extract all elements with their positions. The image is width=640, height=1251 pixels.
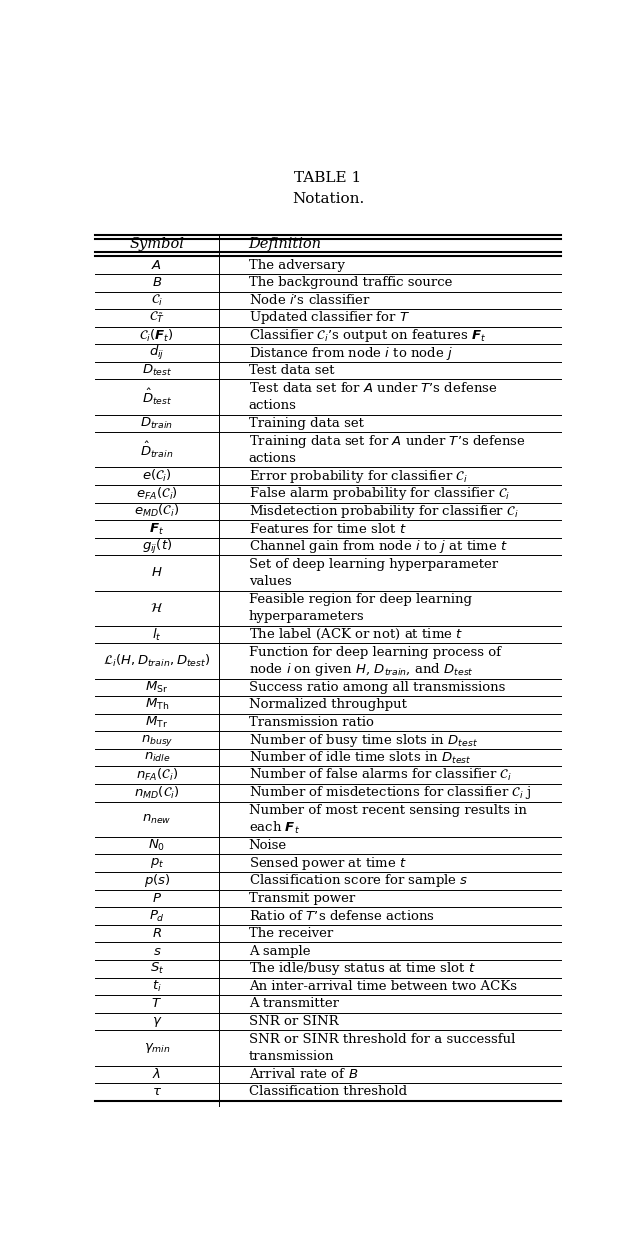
Text: Channel gain from node $i$ to $j$ at time $t$: Channel gain from node $i$ to $j$ at tim… <box>249 538 508 555</box>
Text: $\mathcal{C}_i$: $\mathcal{C}_i$ <box>151 293 163 308</box>
Text: Test data set: Test data set <box>249 364 334 378</box>
Text: Classifier $\mathcal{C}_i$’s output on features $\boldsymbol{F}_t$: Classifier $\mathcal{C}_i$’s output on f… <box>249 327 486 344</box>
Text: $H$: $H$ <box>151 567 163 579</box>
Text: actions: actions <box>249 452 296 465</box>
Text: $\mathcal{C}_{\tilde{T}}$: $\mathcal{C}_{\tilde{T}}$ <box>149 310 165 325</box>
Text: $D_{test}$: $D_{test}$ <box>141 363 172 378</box>
Text: Error probability for classifier $\mathcal{C}_i$: Error probability for classifier $\mathc… <box>249 468 467 484</box>
Text: node $i$ on given $H$, $D_{train}$, and $D_{test}$: node $i$ on given $H$, $D_{train}$, and … <box>249 662 474 678</box>
Text: TABLE 1: TABLE 1 <box>294 171 362 185</box>
Text: $P$: $P$ <box>152 892 162 904</box>
Text: Number of misdetections for classifier $\mathcal{C}_i$ j: Number of misdetections for classifier $… <box>249 784 531 802</box>
Text: Function for deep learning process of: Function for deep learning process of <box>249 646 500 658</box>
Text: Feasible region for deep learning: Feasible region for deep learning <box>249 593 472 605</box>
Text: $M_{\text{Tr}}$: $M_{\text{Tr}}$ <box>145 716 168 731</box>
Text: Number of busy time slots in $D_{test}$: Number of busy time slots in $D_{test}$ <box>249 732 477 748</box>
Text: $n_{idle}$: $n_{idle}$ <box>143 751 170 764</box>
Text: $\hat{D}_{train}$: $\hat{D}_{train}$ <box>140 439 173 460</box>
Text: $\gamma_{min}$: $\gamma_{min}$ <box>143 1041 170 1055</box>
Text: $e_{FA}(\mathcal{C}_i)$: $e_{FA}(\mathcal{C}_i)$ <box>136 485 178 502</box>
Text: The idle/busy status at time slot $t$: The idle/busy status at time slot $t$ <box>249 961 476 977</box>
Text: $s$: $s$ <box>152 945 161 958</box>
Text: $p_t$: $p_t$ <box>150 856 164 871</box>
Text: The background traffic source: The background traffic source <box>249 276 452 289</box>
Text: $e_{MD}(\mathcal{C}_i)$: $e_{MD}(\mathcal{C}_i)$ <box>134 503 180 519</box>
Text: $M_{\text{Sr}}$: $M_{\text{Sr}}$ <box>145 679 168 694</box>
Text: Notation.: Notation. <box>292 191 364 205</box>
Text: Noise: Noise <box>249 839 287 852</box>
Text: A transmitter: A transmitter <box>249 997 339 1011</box>
Text: hyperparameters: hyperparameters <box>249 610 364 623</box>
Text: Classification threshold: Classification threshold <box>249 1086 407 1098</box>
Text: $\boldsymbol{F}_t$: $\boldsymbol{F}_t$ <box>149 522 164 537</box>
Text: SNR or SINR threshold for a successful: SNR or SINR threshold for a successful <box>249 1032 515 1046</box>
Text: $A$: $A$ <box>152 259 163 271</box>
Text: $\mathcal{L}_i(H, D_{train}, D_{test})$: $\mathcal{L}_i(H, D_{train}, D_{test})$ <box>103 653 211 669</box>
Text: Features for time slot $t$: Features for time slot $t$ <box>249 522 406 535</box>
Text: Transmission ratio: Transmission ratio <box>249 716 374 729</box>
Text: $\mathcal{C}_i(\boldsymbol{F}_t)$: $\mathcal{C}_i(\boldsymbol{F}_t)$ <box>140 328 174 344</box>
Text: $\tau$: $\tau$ <box>152 1086 162 1098</box>
Text: Node $i$’s classifier: Node $i$’s classifier <box>249 293 371 308</box>
Text: $T$: $T$ <box>152 997 163 1011</box>
Text: $p(s)$: $p(s)$ <box>143 872 170 889</box>
Text: Success ratio among all transmissions: Success ratio among all transmissions <box>249 681 505 694</box>
Text: Updated classifier for $T$: Updated classifier for $T$ <box>249 309 410 327</box>
Text: Symbol: Symbol <box>129 236 184 250</box>
Text: $\gamma$: $\gamma$ <box>152 1015 162 1028</box>
Text: Training data set: Training data set <box>249 417 364 430</box>
Text: Test data set for $A$ under $T$’s defense: Test data set for $A$ under $T$’s defens… <box>249 382 497 395</box>
Text: $B$: $B$ <box>152 276 162 289</box>
Text: $S_t$: $S_t$ <box>150 961 164 976</box>
Text: $d_{ij}$: $d_{ij}$ <box>149 344 164 362</box>
Text: $e(\mathcal{C}_i)$: $e(\mathcal{C}_i)$ <box>142 468 172 484</box>
Text: $l_t$: $l_t$ <box>152 627 162 643</box>
Text: Transmit power: Transmit power <box>249 892 355 904</box>
Text: actions: actions <box>249 399 296 413</box>
Text: $\hat{D}_{test}$: $\hat{D}_{test}$ <box>141 387 172 407</box>
Text: $\lambda$: $\lambda$ <box>152 1067 161 1081</box>
Text: values: values <box>249 575 291 588</box>
Text: $n_{new}$: $n_{new}$ <box>142 813 172 826</box>
Text: Sensed power at time $t$: Sensed power at time $t$ <box>249 854 407 872</box>
Text: $P_d$: $P_d$ <box>149 908 165 923</box>
Text: Arrival rate of $B$: Arrival rate of $B$ <box>249 1067 358 1081</box>
Text: Number of false alarms for classifier $\mathcal{C}_i$: Number of false alarms for classifier $\… <box>249 767 511 783</box>
Text: $n_{busy}$: $n_{busy}$ <box>141 733 173 748</box>
Text: Definition: Definition <box>249 236 322 250</box>
Text: The adversary: The adversary <box>249 259 344 271</box>
Text: Distance from node $i$ to node $j$: Distance from node $i$ to node $j$ <box>249 344 452 362</box>
Text: $g_{ij}(t)$: $g_{ij}(t)$ <box>141 538 172 555</box>
Text: Training data set for $A$ under $T$’s defense: Training data set for $A$ under $T$’s de… <box>249 433 525 449</box>
Text: False alarm probability for classifier $\mathcal{C}_i$: False alarm probability for classifier $… <box>249 485 510 503</box>
Text: Ratio of $T$’s defense actions: Ratio of $T$’s defense actions <box>249 909 435 923</box>
Text: A sample: A sample <box>249 945 310 958</box>
Text: $N_0$: $N_0$ <box>148 838 166 853</box>
Text: The label (ACK or not) at time $t$: The label (ACK or not) at time $t$ <box>249 627 463 642</box>
Text: $n_{MD}(\mathcal{C}_i)$: $n_{MD}(\mathcal{C}_i)$ <box>134 784 180 801</box>
Text: $\mathcal{H}$: $\mathcal{H}$ <box>150 602 163 614</box>
Text: Number of idle time slots in $D_{test}$: Number of idle time slots in $D_{test}$ <box>249 749 471 766</box>
Text: An inter-arrival time between two ACKs: An inter-arrival time between two ACKs <box>249 980 516 993</box>
Text: Number of most recent sensing results in: Number of most recent sensing results in <box>249 804 527 817</box>
Text: each $\boldsymbol{F}_t$: each $\boldsymbol{F}_t$ <box>249 819 300 836</box>
Text: Classification score for sample $s$: Classification score for sample $s$ <box>249 872 468 889</box>
Text: $R$: $R$ <box>152 927 162 940</box>
Text: Set of deep learning hyperparameter: Set of deep learning hyperparameter <box>249 558 498 570</box>
Text: The receiver: The receiver <box>249 927 333 940</box>
Text: Normalized throughput: Normalized throughput <box>249 698 406 712</box>
Text: $M_{\text{Th}}$: $M_{\text{Th}}$ <box>145 697 169 713</box>
Text: transmission: transmission <box>249 1051 334 1063</box>
Text: Misdetection probability for classifier $\mathcal{C}_i$: Misdetection probability for classifier … <box>249 503 518 520</box>
Text: $D_{train}$: $D_{train}$ <box>140 415 173 432</box>
Text: $n_{FA}(\mathcal{C}_i)$: $n_{FA}(\mathcal{C}_i)$ <box>136 767 178 783</box>
Text: $t_i$: $t_i$ <box>152 978 162 995</box>
Text: SNR or SINR: SNR or SINR <box>249 1015 339 1028</box>
